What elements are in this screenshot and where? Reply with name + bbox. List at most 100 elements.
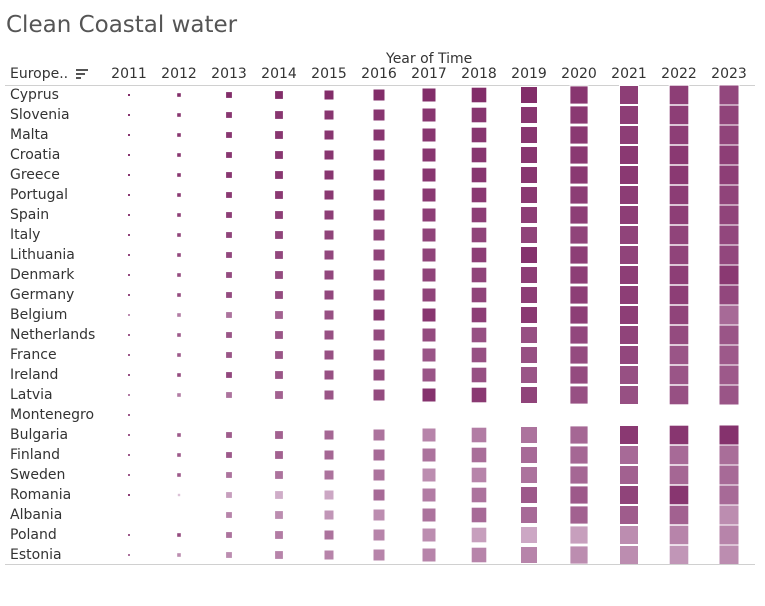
heatmap-cell-denmark-2020[interactable] (569, 265, 589, 285)
heatmap-cell-slovenia-2021[interactable] (619, 105, 639, 125)
heatmap-cell-bulgaria-2020[interactable] (569, 425, 589, 445)
heatmap-cell-france-2022[interactable] (668, 344, 690, 366)
heatmap-cell-portugal-2022[interactable] (668, 184, 690, 206)
heatmap-cell-romania-2014[interactable] (275, 491, 283, 499)
heatmap-cell-spain-2012[interactable] (177, 213, 181, 217)
heatmap-cell-poland-2020[interactable] (569, 525, 589, 545)
heatmap-cell-france-2018[interactable] (470, 346, 488, 364)
heatmap-cell-latvia-2014[interactable] (275, 391, 283, 399)
heatmap-cell-sweden-2016[interactable] (372, 468, 386, 482)
heatmap-cell-belgium-2018[interactable] (470, 306, 488, 324)
heatmap-cell-slovenia-2015[interactable] (323, 109, 335, 121)
heatmap-cell-cyprus-2022[interactable] (668, 84, 690, 106)
row-header-title[interactable]: Europe.. (10, 66, 69, 82)
heatmap-cell-albania-2014[interactable] (275, 511, 283, 519)
heatmap-cell-albania-2022[interactable] (668, 504, 690, 526)
heatmap-cell-estonia-2013[interactable] (226, 552, 232, 558)
heatmap-cell-finland-2011[interactable] (128, 454, 130, 456)
heatmap-cell-bulgaria-2012[interactable] (177, 433, 181, 437)
heatmap-cell-germany-2012[interactable] (177, 293, 181, 297)
heatmap-cell-malta-2017[interactable] (421, 127, 437, 143)
heatmap-cell-cyprus-2021[interactable] (619, 85, 639, 105)
heatmap-cell-netherlands-2011[interactable] (128, 334, 130, 336)
heatmap-cell-malta-2013[interactable] (226, 132, 232, 138)
heatmap-cell-malta-2022[interactable] (668, 124, 690, 146)
heatmap-cell-germany-2023[interactable] (718, 284, 740, 306)
heatmap-cell-netherlands-2018[interactable] (470, 326, 488, 344)
heatmap-cell-italy-2011[interactable] (128, 234, 130, 236)
heatmap-cell-bulgaria-2015[interactable] (323, 429, 335, 441)
heatmap-cell-lithuania-2013[interactable] (226, 252, 232, 258)
heatmap-cell-germany-2013[interactable] (226, 292, 232, 298)
heatmap-cell-slovenia-2017[interactable] (421, 107, 437, 123)
heatmap-cell-bulgaria-2022[interactable] (668, 424, 690, 446)
heatmap-cell-greece-2020[interactable] (569, 165, 589, 185)
heatmap-cell-finland-2017[interactable] (421, 447, 437, 463)
heatmap-cell-france-2014[interactable] (275, 351, 283, 359)
heatmap-cell-croatia-2021[interactable] (619, 145, 639, 165)
heatmap-cell-germany-2015[interactable] (323, 289, 335, 301)
heatmap-cell-lithuania-2023[interactable] (718, 244, 740, 266)
heatmap-cell-latvia-2016[interactable] (372, 388, 386, 402)
heatmap-cell-sweden-2018[interactable] (470, 466, 488, 484)
heatmap-cell-denmark-2013[interactable] (226, 272, 232, 278)
heatmap-cell-romania-2022[interactable] (668, 484, 690, 506)
heatmap-cell-estonia-2014[interactable] (275, 551, 283, 559)
heatmap-cell-estonia-2017[interactable] (421, 547, 437, 563)
heatmap-cell-sweden-2012[interactable] (177, 473, 181, 477)
heatmap-cell-netherlands-2012[interactable] (177, 333, 181, 337)
heatmap-cell-lithuania-2018[interactable] (470, 246, 488, 264)
heatmap-cell-netherlands-2016[interactable] (372, 328, 386, 342)
heatmap-cell-spain-2014[interactable] (275, 211, 283, 219)
heatmap-cell-slovenia-2018[interactable] (470, 106, 488, 124)
heatmap-cell-spain-2022[interactable] (668, 204, 690, 226)
heatmap-cell-france-2020[interactable] (569, 345, 589, 365)
heatmap-cell-netherlands-2021[interactable] (619, 325, 639, 345)
heatmap-cell-albania-2019[interactable] (520, 506, 538, 524)
heatmap-cell-latvia-2019[interactable] (520, 386, 538, 404)
heatmap-cell-denmark-2022[interactable] (668, 264, 690, 286)
heatmap-cell-greece-2022[interactable] (668, 164, 690, 186)
heatmap-cell-sweden-2023[interactable] (718, 464, 740, 486)
heatmap-cell-france-2012[interactable] (177, 353, 181, 357)
heatmap-cell-germany-2017[interactable] (421, 287, 437, 303)
heatmap-cell-ireland-2011[interactable] (128, 374, 130, 376)
heatmap-cell-netherlands-2017[interactable] (421, 327, 437, 343)
heatmap-cell-ireland-2012[interactable] (177, 373, 181, 377)
heatmap-cell-denmark-2016[interactable] (372, 268, 386, 282)
heatmap-cell-greece-2018[interactable] (470, 166, 488, 184)
heatmap-cell-finland-2015[interactable] (323, 449, 335, 461)
heatmap-cell-romania-2012[interactable] (177, 493, 181, 497)
heatmap-cell-romania-2021[interactable] (619, 485, 639, 505)
heatmap-cell-latvia-2013[interactable] (226, 392, 232, 398)
heatmap-cell-slovenia-2011[interactable] (128, 114, 130, 116)
heatmap-cell-cyprus-2014[interactable] (275, 91, 283, 99)
heatmap-cell-greece-2016[interactable] (372, 168, 386, 182)
heatmap-cell-denmark-2015[interactable] (323, 269, 335, 281)
heatmap-cell-ireland-2017[interactable] (421, 367, 437, 383)
heatmap-cell-slovenia-2022[interactable] (668, 104, 690, 126)
heatmap-cell-germany-2014[interactable] (275, 291, 283, 299)
heatmap-cell-poland-2014[interactable] (275, 531, 283, 539)
heatmap-cell-sweden-2014[interactable] (275, 471, 283, 479)
heatmap-cell-greece-2023[interactable] (718, 164, 740, 186)
heatmap-cell-malta-2018[interactable] (470, 126, 488, 144)
heatmap-cell-poland-2016[interactable] (372, 528, 386, 542)
heatmap-cell-france-2021[interactable] (619, 345, 639, 365)
heatmap-cell-spain-2020[interactable] (569, 205, 589, 225)
heatmap-cell-portugal-2023[interactable] (718, 184, 740, 206)
heatmap-cell-estonia-2021[interactable] (619, 545, 639, 565)
heatmap-cell-finland-2023[interactable] (718, 444, 740, 466)
heatmap-cell-latvia-2023[interactable] (718, 384, 740, 406)
heatmap-cell-belgium-2023[interactable] (718, 304, 740, 326)
heatmap-cell-germany-2021[interactable] (619, 285, 639, 305)
heatmap-cell-greece-2013[interactable] (226, 172, 232, 178)
heatmap-cell-slovenia-2016[interactable] (372, 108, 386, 122)
heatmap-cell-lithuania-2014[interactable] (275, 251, 283, 259)
heatmap-cell-poland-2021[interactable] (619, 525, 639, 545)
heatmap-cell-netherlands-2013[interactable] (226, 332, 232, 338)
heatmap-cell-netherlands-2023[interactable] (718, 324, 740, 346)
heatmap-cell-malta-2021[interactable] (619, 125, 639, 145)
heatmap-cell-romania-2013[interactable] (226, 492, 232, 498)
heatmap-cell-germany-2011[interactable] (128, 294, 130, 296)
